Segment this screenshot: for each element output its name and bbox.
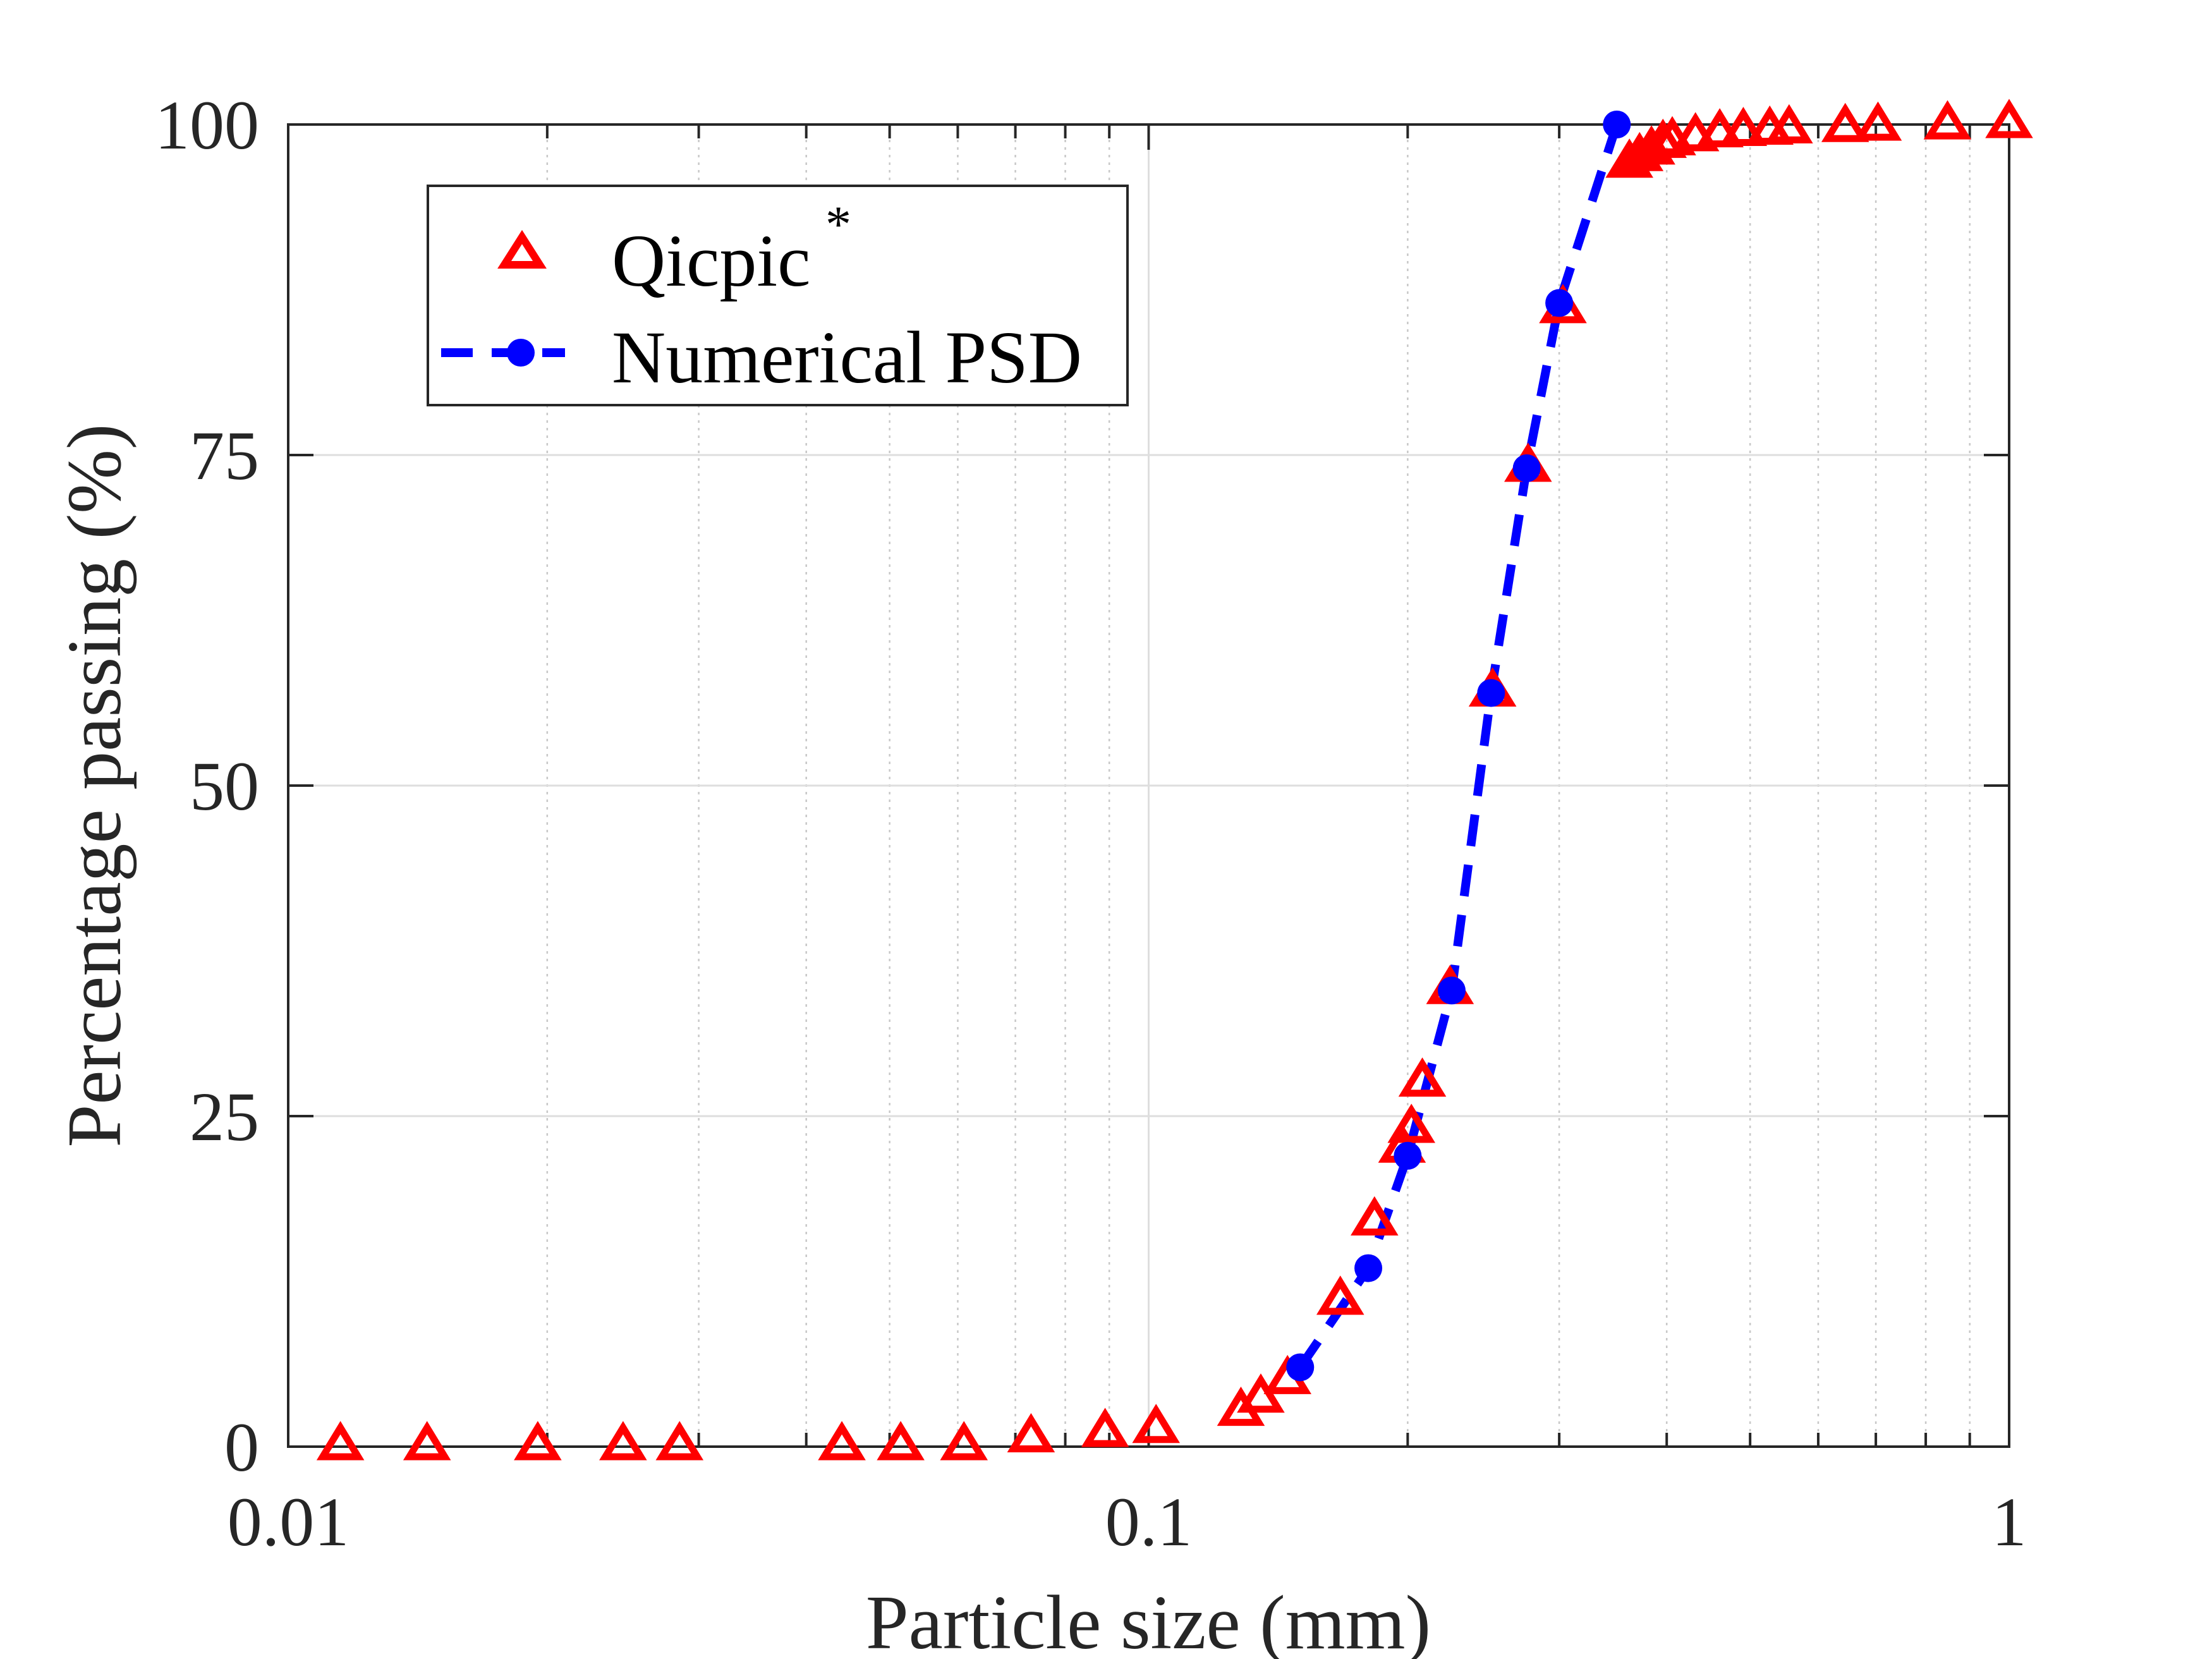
qicpic-point (1696, 108, 1744, 148)
series-layer (316, 99, 2033, 1461)
qicpic-point (1719, 106, 1768, 147)
qicpic-point (1923, 100, 1972, 140)
tick-label-layer: 0.01 0.1 1 0 25 50 75 100 (155, 87, 2027, 1560)
legend: Qicpic * Numerical PSD (427, 185, 1129, 406)
y-tick-label: 0 (224, 1409, 259, 1486)
numerical-psd-point (1545, 289, 1574, 317)
qicpic-point (599, 1421, 647, 1461)
qicpic-point (1854, 101, 1902, 141)
numerical-psd-point (1512, 454, 1541, 482)
qicpic-point (1985, 99, 2033, 138)
qicpic-point (514, 1421, 562, 1461)
qicpic-point (403, 1421, 451, 1461)
numerical-psd-point (1394, 1141, 1422, 1170)
legend-label-numerical-psd: Numerical PSD (612, 316, 1082, 399)
numerical-psd-line (1296, 123, 1621, 1370)
numerical-psd-point (1477, 679, 1505, 707)
x-axis-label: Particle size (mm) (866, 1580, 1431, 1659)
legend-superscript: * (825, 195, 851, 253)
qicpic-point (1132, 1404, 1180, 1443)
y-axis-label: Percentage passing (%) (52, 423, 137, 1147)
qicpic-point (655, 1421, 704, 1461)
qicpic-point (940, 1421, 988, 1461)
qicpic-point (1081, 1407, 1129, 1447)
y-tick-label: 100 (155, 87, 259, 164)
legend-marker-triangle (497, 229, 547, 269)
y-tick-label: 50 (190, 748, 259, 825)
numerical-psd-point (1354, 1254, 1383, 1282)
legend-marker-circle (507, 339, 535, 367)
numerical-psd-point (1437, 976, 1466, 1005)
qicpic-point (1007, 1413, 1055, 1452)
y-tick-label: 75 (190, 417, 259, 494)
x-tick-label: 1 (1992, 1483, 2027, 1560)
qicpic-point (877, 1421, 925, 1461)
numerical-psd-point (1603, 111, 1631, 138)
qicpic-point (818, 1421, 866, 1461)
qicpic-point (1387, 1103, 1436, 1143)
x-tick-label: 0.01 (228, 1483, 349, 1560)
qicpic-point (1237, 1373, 1285, 1413)
legend-box (427, 185, 1129, 406)
qicpic-point (1671, 112, 1720, 152)
qicpic-point (1351, 1196, 1399, 1236)
y-tick-label: 25 (190, 1078, 259, 1155)
qicpic-point (1765, 104, 1813, 143)
x-tick-label: 0.1 (1105, 1483, 1193, 1560)
numerical-psd-point (1286, 1353, 1315, 1382)
legend-label-qicpic: Qicpic (612, 219, 811, 302)
qicpic-point (1398, 1057, 1447, 1097)
qicpic-point (1821, 102, 1869, 142)
qicpic-point (316, 1421, 365, 1461)
qicpic-point (1316, 1275, 1364, 1315)
